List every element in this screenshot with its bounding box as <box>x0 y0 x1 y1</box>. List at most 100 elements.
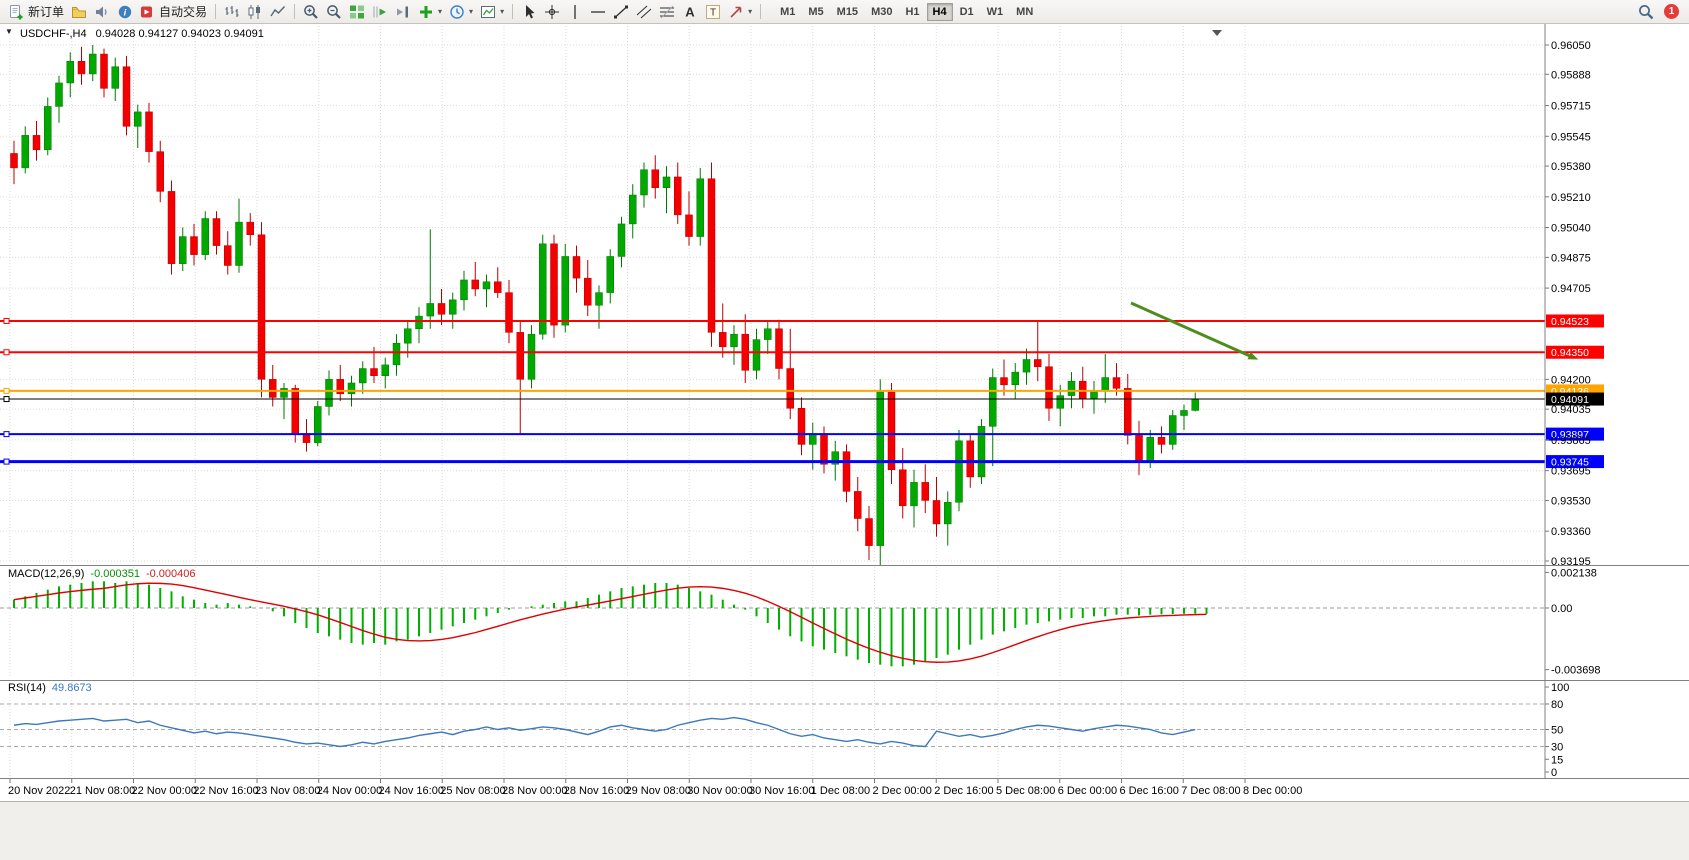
line-chart-button[interactable] <box>267 2 289 22</box>
price-axis-label: 0.94200 <box>1551 374 1591 386</box>
chevron-down-icon: ▾ <box>500 6 505 16</box>
vertical-line-button[interactable] <box>564 2 586 22</box>
chartshift-icon <box>397 6 409 17</box>
candle <box>77 61 86 75</box>
zoom-out-button[interactable] <box>323 2 345 22</box>
support-line-2-badge <box>1546 455 1604 469</box>
candles-icon <box>248 4 261 19</box>
time-axis-label: 21 Nov 08:00 <box>70 785 135 797</box>
timeframe-m5-button[interactable]: M5 <box>802 3 829 21</box>
candle <box>651 169 659 189</box>
templates-button[interactable]: ▾ <box>477 2 507 22</box>
candle <box>10 153 18 169</box>
textT-icon: T <box>706 4 721 19</box>
charts-profile-button[interactable] <box>68 2 90 22</box>
search-button[interactable] <box>1635 2 1657 22</box>
crosshair-icon <box>545 4 560 19</box>
plus-icon <box>420 5 433 18</box>
fibonacci-button[interactable] <box>656 2 678 22</box>
new-order-button[interactable]: 新订单 <box>6 2 67 22</box>
new-chart-button[interactable]: ▾ <box>415 2 445 22</box>
tile-windows-button[interactable] <box>346 2 368 22</box>
candle <box>899 469 907 507</box>
bar-chart-button[interactable] <box>221 2 243 22</box>
chart-plot-area[interactable] <box>0 24 1545 779</box>
timeframe-m30-button[interactable]: M30 <box>865 3 898 21</box>
time-axis-label: 22 Nov 16:00 <box>193 785 258 797</box>
price-axis-labels: 0.96050 0.95888 0.95715 0.95545 0.95380 0.952… <box>1545 40 1591 568</box>
periods-button[interactable]: ▾ <box>446 2 476 22</box>
candle <box>1146 436 1154 463</box>
vline-icon <box>574 4 576 19</box>
text-label-button[interactable]: T <box>702 2 724 22</box>
zoom-in-button[interactable] <box>300 2 322 22</box>
timeframe-h1-button[interactable]: H1 <box>899 3 925 21</box>
candle <box>482 281 491 290</box>
support-line-2-handle[interactable] <box>3 458 10 465</box>
candle <box>415 315 423 330</box>
resistance-line-2-handle[interactable] <box>3 349 10 356</box>
timeframe-toolbar: M1 M5 M15 M30 H1 H4 D1 W1 MN <box>774 2 1039 21</box>
profile-icon <box>72 6 87 18</box>
candle <box>426 303 434 317</box>
autotrading-button[interactable]: 自动交易 <box>137 2 210 22</box>
candle <box>145 111 153 152</box>
info-button[interactable]: i <box>114 2 136 22</box>
channel-icon <box>636 5 652 18</box>
timeframe-mn-button[interactable]: MN <box>1010 3 1039 21</box>
price-axis-label: 0.94705 <box>1551 283 1591 295</box>
notification-badge[interactable]: 1 <box>1664 4 1679 19</box>
candle <box>505 292 513 333</box>
trendline-button[interactable] <box>610 2 632 22</box>
candle <box>1112 377 1121 389</box>
resistance-line-1-badge <box>1546 314 1604 328</box>
candle <box>291 388 299 434</box>
current-price-line-handle[interactable] <box>3 396 10 403</box>
trend-arrow-annotation[interactable] <box>1130 301 1259 360</box>
price-axis-label: 0.95040 <box>1551 223 1591 235</box>
timeframe-h4-button[interactable]: H4 <box>926 2 953 21</box>
candle <box>550 243 558 326</box>
support-line-2-badge-label: 0.93745 <box>1551 457 1589 469</box>
toolbar-separator <box>294 4 296 19</box>
candle <box>865 518 873 546</box>
resistance-line-1-handle[interactable] <box>3 317 10 324</box>
equidistant-channel-button[interactable] <box>633 2 655 22</box>
candle <box>1067 380 1076 396</box>
candle <box>280 388 288 398</box>
candle <box>437 303 446 315</box>
auto-scroll-button[interactable] <box>369 2 391 22</box>
candle <box>876 391 884 546</box>
time-axis-label: 23 Nov 08:00 <box>255 785 320 797</box>
timeframe-w1-button[interactable]: W1 <box>981 3 1010 21</box>
candle <box>820 433 828 465</box>
timeframe-d1-button[interactable]: D1 <box>954 3 980 21</box>
text-button[interactable]: A <box>679 2 701 22</box>
horizontal-line-button[interactable] <box>587 2 609 22</box>
time-axis[interactable] <box>0 779 1689 801</box>
pivot-line-handle[interactable] <box>3 387 10 394</box>
candlestick-chart-button[interactable] <box>244 2 266 22</box>
chart-shift-button[interactable] <box>392 2 414 22</box>
candle <box>764 328 772 340</box>
toolbar-separator <box>215 4 217 19</box>
support-line-1-handle[interactable] <box>3 431 10 438</box>
arrows-button[interactable]: ▾ <box>725 2 755 22</box>
crosshair-button[interactable] <box>541 2 563 22</box>
time-axis-label: 24 Nov 16:00 <box>379 785 444 797</box>
chart-shift-marker[interactable] <box>1212 30 1222 36</box>
timeframe-m1-button[interactable]: M1 <box>774 3 801 21</box>
hline-icon <box>591 10 606 13</box>
candle <box>887 391 896 470</box>
time-axis-label: 5 Dec 08:00 <box>996 785 1055 797</box>
candle <box>1045 366 1053 409</box>
time-axis-label: 25 Nov 08:00 <box>440 785 505 797</box>
timeframe-m15-button[interactable]: M15 <box>831 3 864 21</box>
candle <box>932 500 941 525</box>
sound-alerts-button[interactable] <box>91 2 113 22</box>
candle <box>584 277 592 306</box>
rsi-axis-label: 0 <box>1551 767 1557 779</box>
candle <box>730 333 738 348</box>
cursor-button[interactable] <box>518 2 540 22</box>
time-axis-label: 29 Nov 08:00 <box>626 785 691 797</box>
